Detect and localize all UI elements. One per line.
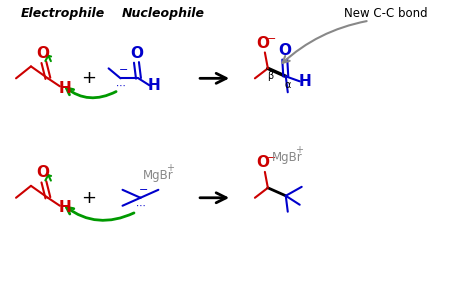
Text: −: − <box>119 65 128 75</box>
Text: H: H <box>148 78 161 93</box>
Text: O: O <box>130 46 143 61</box>
Text: +: + <box>295 145 303 155</box>
Text: H: H <box>58 81 71 96</box>
Text: −: − <box>267 33 276 44</box>
Text: −: − <box>267 153 276 163</box>
Text: New C-C bond: New C-C bond <box>345 7 428 20</box>
Text: Nucleophile: Nucleophile <box>122 7 205 20</box>
Text: H: H <box>58 200 71 215</box>
Text: MgBr: MgBr <box>272 151 302 164</box>
Text: −: − <box>139 185 148 195</box>
Text: α: α <box>284 80 291 90</box>
Text: O: O <box>278 43 292 58</box>
Text: +: + <box>81 189 96 207</box>
Text: MgBr: MgBr <box>143 169 174 182</box>
Text: +: + <box>166 163 174 173</box>
Text: Electrophile: Electrophile <box>21 7 105 20</box>
Text: ⋯: ⋯ <box>116 81 126 91</box>
Text: ⋯: ⋯ <box>136 201 146 211</box>
Text: O: O <box>36 165 49 180</box>
Text: H: H <box>298 74 311 89</box>
Text: +: + <box>81 69 96 87</box>
Text: O: O <box>256 36 269 51</box>
Text: O: O <box>36 46 49 61</box>
Text: β: β <box>267 71 273 81</box>
Text: O: O <box>256 156 269 170</box>
